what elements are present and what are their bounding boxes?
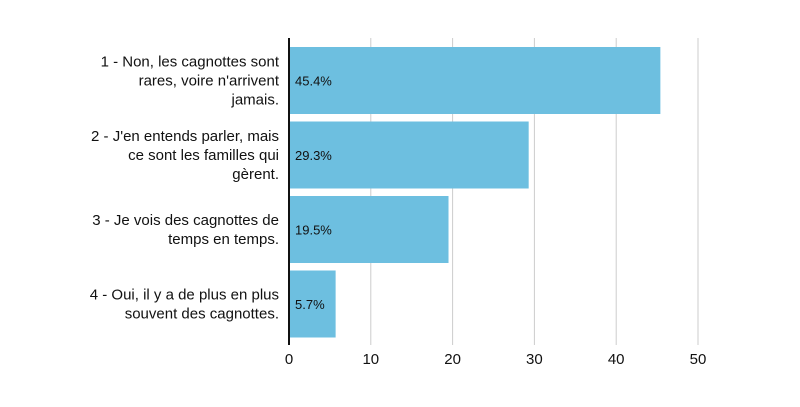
- bar: [289, 196, 449, 263]
- data-labels: 45.4% 29.3% 19.5% 5.7%: [295, 74, 332, 313]
- category-label-line: 4 - Oui, il y a de plus en plus: [90, 287, 279, 304]
- bar: [289, 121, 529, 189]
- bars: [289, 47, 661, 338]
- category-label-line: rares, voire n'arrivent: [139, 73, 280, 90]
- data-label: 29.3%: [295, 148, 332, 163]
- category-labels: 1 - Non, les cagnottes sont rares, voire …: [90, 54, 280, 323]
- x-tick-label: 0: [285, 351, 293, 368]
- category-label-line: jamais.: [230, 92, 279, 109]
- data-label: 19.5%: [295, 223, 332, 238]
- category-label: 4 - Oui, il y a de plus en plus souvent d…: [90, 287, 279, 323]
- category-label: 1 - Non, les cagnottes sont rares, voire …: [101, 54, 280, 109]
- category-label-line: ce sont les familles qui: [128, 147, 279, 164]
- category-label: 2 - J'en entends parler, mais ce sont les…: [91, 128, 279, 183]
- x-tick-label: 40: [608, 351, 625, 368]
- x-axis-ticks: 0 10 20 30 40 50: [285, 351, 707, 368]
- category-label-line: gèrent.: [232, 166, 279, 183]
- x-tick-label: 30: [526, 351, 543, 368]
- bar: [289, 270, 336, 338]
- x-tick-label: 10: [362, 351, 379, 368]
- data-label: 45.4%: [295, 74, 332, 89]
- category-label-line: 2 - J'en entends parler, mais: [91, 128, 279, 145]
- data-label: 5.7%: [295, 297, 325, 312]
- category-label: 3 - Je vois des cagnottes de temps en tem…: [92, 212, 279, 248]
- bar: [289, 47, 661, 114]
- category-label-line: 1 - Non, les cagnottes sont: [101, 54, 280, 71]
- category-label-line: souvent des cagnottes.: [125, 306, 279, 323]
- category-label-line: temps en temps.: [168, 231, 279, 248]
- category-label-line: 3 - Je vois des cagnottes de: [92, 212, 279, 229]
- x-tick-label: 20: [444, 351, 461, 368]
- x-tick-label: 50: [690, 351, 707, 368]
